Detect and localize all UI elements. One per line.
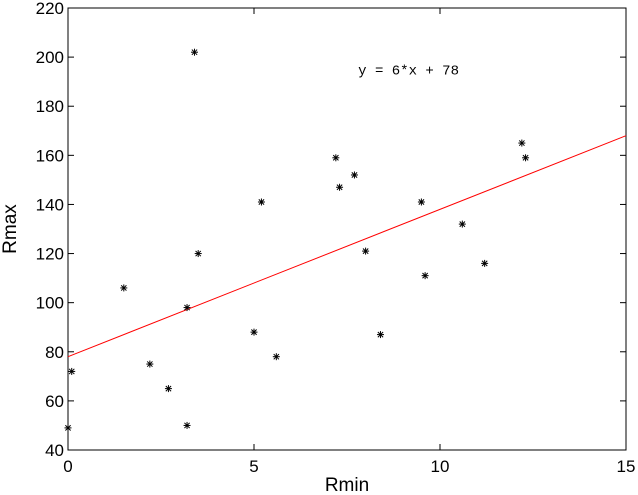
data-point — [190, 48, 198, 56]
data-point — [332, 154, 340, 162]
x-tick-label: 0 — [63, 457, 72, 476]
data-point — [120, 284, 128, 292]
data-point — [183, 304, 191, 312]
data-point — [257, 198, 265, 206]
x-axis-label: Rmin — [325, 475, 369, 495]
x-tick-label: 5 — [249, 457, 258, 476]
data-point — [336, 183, 344, 191]
plot-area — [67, 7, 627, 451]
data-point — [458, 220, 466, 228]
data-point — [522, 154, 530, 162]
data-points — [64, 48, 530, 432]
plot-frame — [67, 7, 627, 451]
data-point — [362, 247, 370, 255]
axes: 0 5 10 15 40 60 80 100 120 140 160 180 200 220 — [36, 0, 636, 476]
data-point — [350, 171, 358, 179]
y-tick-label: 140 — [36, 195, 64, 214]
data-point — [376, 331, 384, 339]
data-point — [194, 250, 202, 258]
data-point — [518, 139, 526, 147]
data-point — [164, 385, 172, 393]
fit-line-layer — [67, 135, 627, 358]
fit-equation-annotation: y = 6*x + 78 — [358, 63, 459, 79]
y-tick-label: 200 — [36, 48, 64, 67]
y-tick-label: 40 — [45, 441, 64, 460]
data-point — [421, 272, 429, 280]
x-tick-label: 15 — [617, 457, 636, 476]
data-point — [64, 424, 72, 432]
data-point — [417, 198, 425, 206]
y-tick-label: 120 — [36, 245, 64, 264]
data-point — [250, 328, 258, 336]
y-tick-label: 80 — [45, 343, 64, 362]
y-tick-label: 160 — [36, 146, 64, 165]
data-point — [68, 367, 76, 375]
data-point — [183, 421, 191, 429]
y-tick-label: 100 — [36, 294, 64, 313]
y-axis-label: Rmax — [0, 204, 21, 254]
data-point — [272, 353, 280, 361]
data-point — [481, 259, 489, 267]
y-tick-label: 180 — [36, 97, 64, 116]
y-tick-label: 220 — [36, 0, 64, 18]
data-point — [146, 360, 154, 368]
x-tick-label: 10 — [431, 457, 450, 476]
y-tick-label: 60 — [45, 392, 64, 411]
fit-line — [67, 135, 627, 358]
